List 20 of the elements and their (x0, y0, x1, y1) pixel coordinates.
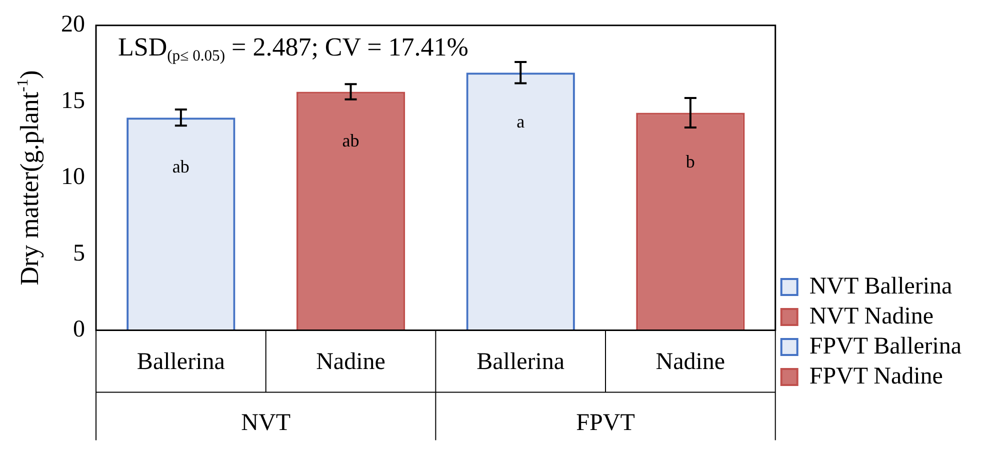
y-tick-label: 5 (73, 240, 85, 266)
x-tick-label: Nadine (316, 348, 386, 375)
y-tick-label: 20 (61, 12, 85, 38)
x-tick-label: Nadine (656, 348, 726, 375)
legend-label: NVT Nadine (809, 303, 934, 330)
legend-label: FPVT Ballerina (809, 333, 962, 360)
annotation: b (686, 152, 695, 172)
y-axis-title: Dry matter(g.plant-1) (14, 70, 44, 286)
legend-label: FPVT Nadine (809, 363, 943, 390)
annotation: a (516, 112, 525, 132)
text: FPVT (576, 410, 636, 436)
x-tick-label: Ballerina (136, 348, 226, 375)
annotation: ab (172, 156, 190, 177)
text: NVT (241, 410, 291, 436)
y-tick-label: 0 (73, 316, 85, 342)
x-tick-label: Ballerina (476, 348, 565, 375)
y-tick-label: 10 (61, 164, 85, 190)
annotation: ab (342, 130, 360, 151)
legend-label: NVT Ballerina (809, 273, 953, 300)
y-tick-label: 15 (61, 88, 85, 114)
